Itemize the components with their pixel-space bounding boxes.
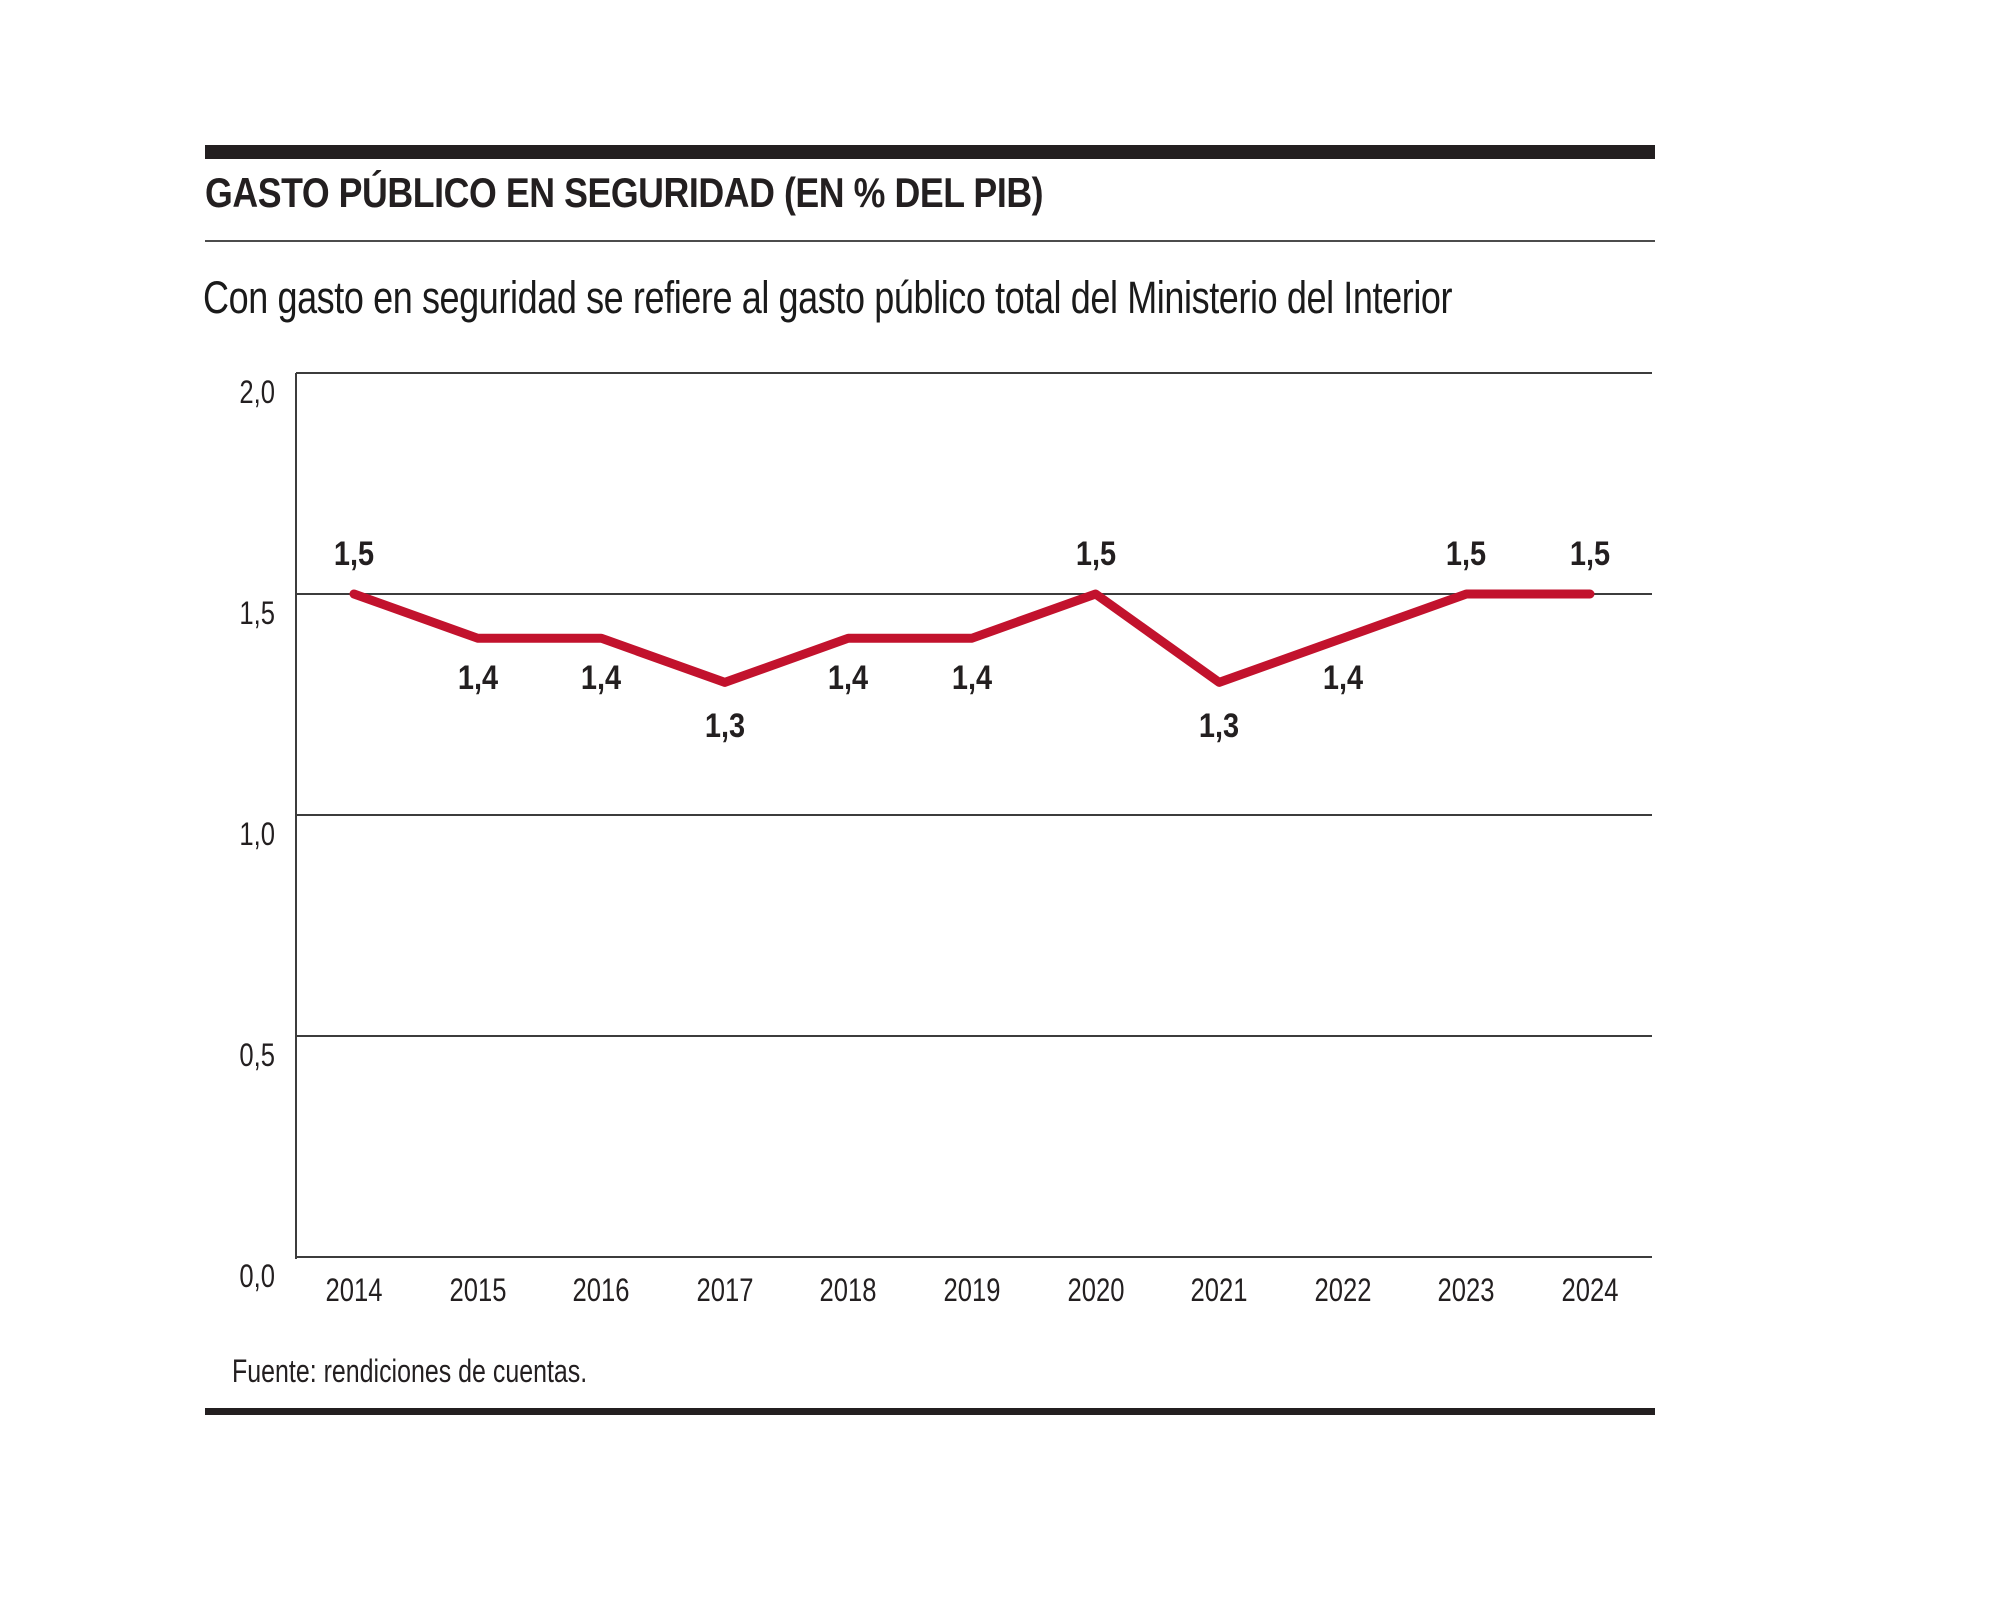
y-axis-label: 1,5 [239, 595, 275, 631]
source-note: Fuente: rendiciones de cuentas. [232, 1353, 588, 1389]
data-label: 1,4 [1322, 659, 1363, 698]
y-axis-label: 0,0 [239, 1258, 275, 1294]
gridline [296, 593, 1652, 595]
data-label: 1,3 [1199, 707, 1240, 746]
x-axis-label: 2022 [1314, 1272, 1372, 1308]
x-axis-label: 2020 [1067, 1272, 1125, 1308]
x-axis-label: 2018 [819, 1272, 877, 1308]
y-axis-label: 1,0 [239, 816, 275, 852]
x-axis-label: 2021 [1190, 1272, 1248, 1308]
gridline [296, 372, 1652, 374]
plot-area: 2,0 1,5 1,0 0,5 0,0 2014 2015 2016 2017 2018 2019… [239, 372, 1652, 1307]
gridline [296, 814, 1652, 816]
y-axis-label: 0,5 [239, 1037, 275, 1073]
x-axis-label: 2023 [1437, 1272, 1495, 1308]
data-label: 1,4 [828, 659, 869, 698]
line-chart [349, 589, 1595, 687]
data-label: 1,5 [1569, 535, 1611, 573]
x-axis-label: 2019 [943, 1272, 1001, 1308]
y-axis-label: 2,0 [239, 374, 275, 410]
data-label: 1,5 [333, 535, 375, 573]
series-line [349, 589, 1595, 687]
data-label: 1,3 [704, 707, 745, 746]
x-axis-label: 2017 [696, 1272, 754, 1308]
gridline [296, 1035, 1652, 1037]
gridline [296, 1256, 1652, 1258]
bottom-rule [205, 1408, 1655, 1415]
chart-subtitle: Con gasto en seguridad se refiere al gas… [203, 272, 1453, 323]
data-label: 1,5 [1446, 535, 1487, 573]
top-rule [205, 145, 1655, 159]
title-divider [205, 240, 1655, 242]
chart-title: GASTO PÚBLICO EN SEGURIDAD (EN % DEL PIB… [205, 169, 1044, 216]
x-axis-label: 2014 [325, 1272, 383, 1308]
data-label: 1,4 [581, 659, 622, 698]
x-axis-label: 2024 [1561, 1272, 1619, 1308]
x-axis-label: 2015 [449, 1272, 507, 1308]
data-label: 1,5 [1075, 535, 1116, 573]
x-axis-label: 2016 [572, 1272, 630, 1308]
data-label: 1,4 [951, 659, 993, 698]
y-axis-line [295, 373, 297, 1259]
data-label: 1,4 [457, 659, 498, 698]
